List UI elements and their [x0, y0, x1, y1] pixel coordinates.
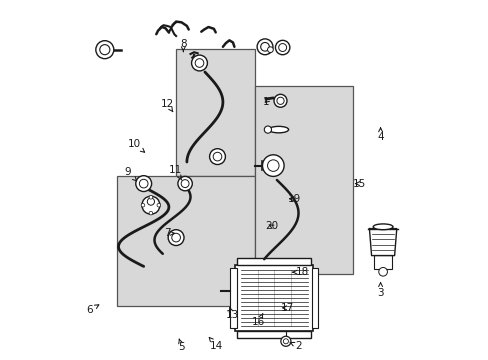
Text: 6: 6	[86, 305, 99, 315]
Circle shape	[157, 203, 160, 207]
Circle shape	[213, 152, 222, 161]
Circle shape	[178, 176, 192, 191]
Text: 19: 19	[287, 194, 300, 204]
Text: 12: 12	[160, 99, 173, 112]
Text: 2: 2	[289, 341, 301, 351]
Circle shape	[273, 94, 286, 107]
Bar	[373, 255, 391, 269]
Circle shape	[96, 41, 114, 59]
Bar	[237, 258, 310, 265]
Circle shape	[141, 203, 144, 207]
Circle shape	[260, 42, 269, 51]
Bar	[255, 86, 352, 274]
Circle shape	[136, 176, 151, 192]
Circle shape	[149, 211, 152, 215]
Text: 17: 17	[281, 303, 294, 313]
Text: 16: 16	[251, 314, 264, 327]
Circle shape	[276, 97, 284, 104]
Circle shape	[267, 160, 279, 171]
Bar	[237, 331, 310, 338]
Circle shape	[139, 179, 148, 188]
Ellipse shape	[372, 224, 392, 230]
Circle shape	[181, 180, 189, 188]
Circle shape	[149, 195, 152, 199]
Circle shape	[142, 196, 160, 214]
Circle shape	[278, 44, 286, 51]
Text: 13: 13	[225, 307, 239, 320]
Circle shape	[168, 230, 183, 246]
Text: 15: 15	[352, 179, 365, 189]
Text: 20: 20	[264, 221, 278, 231]
Circle shape	[191, 55, 207, 71]
Text: 11: 11	[168, 165, 182, 180]
Circle shape	[209, 149, 225, 165]
Circle shape	[100, 45, 110, 55]
Circle shape	[264, 126, 271, 133]
Text: 3: 3	[377, 283, 383, 298]
Text: 18: 18	[292, 267, 309, 277]
Circle shape	[195, 59, 203, 67]
Polygon shape	[368, 229, 396, 256]
Circle shape	[280, 336, 290, 346]
Circle shape	[267, 47, 273, 53]
Text: 9: 9	[124, 167, 136, 181]
Circle shape	[171, 233, 180, 242]
Ellipse shape	[268, 126, 288, 133]
Text: 10: 10	[128, 139, 144, 152]
Text: 4: 4	[377, 128, 383, 142]
Circle shape	[257, 39, 272, 55]
Bar	[117, 176, 255, 306]
Bar	[230, 268, 236, 328]
Text: 1: 1	[262, 96, 269, 107]
Text: 8: 8	[180, 39, 186, 52]
Text: 7: 7	[163, 228, 174, 238]
Bar	[176, 49, 255, 176]
Text: 14: 14	[209, 337, 223, 351]
Circle shape	[147, 198, 154, 205]
Circle shape	[275, 40, 289, 55]
Circle shape	[262, 155, 284, 176]
Circle shape	[283, 339, 288, 344]
Bar	[235, 265, 312, 331]
Circle shape	[378, 267, 386, 276]
Text: 5: 5	[178, 339, 185, 352]
Bar	[311, 268, 318, 328]
